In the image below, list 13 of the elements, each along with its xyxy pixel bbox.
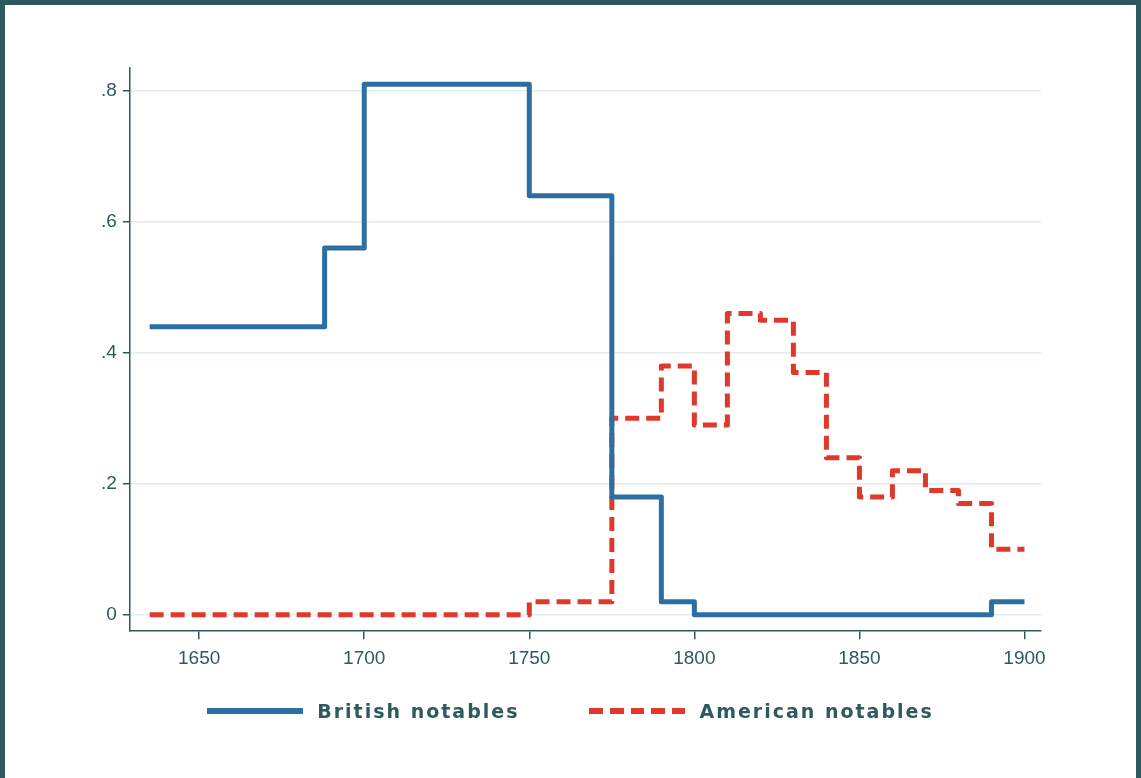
- x-tick-label: 1700: [343, 646, 386, 668]
- y-tick-label: .4: [100, 341, 118, 363]
- x-tick-label: 1750: [508, 646, 551, 668]
- x-tick-label: 1800: [673, 646, 716, 668]
- y-tick-label: .2: [100, 472, 117, 494]
- y-tick-label: .8: [100, 79, 117, 101]
- legend-label: British notables: [317, 700, 520, 722]
- y-tick-label: .6: [100, 210, 117, 232]
- y-tick-label: 0: [106, 603, 117, 625]
- x-tick-label: 1850: [838, 646, 881, 668]
- legend-label: American notables: [699, 700, 934, 722]
- x-tick-label: 1900: [1003, 646, 1046, 668]
- x-tick-label: 1650: [178, 646, 221, 668]
